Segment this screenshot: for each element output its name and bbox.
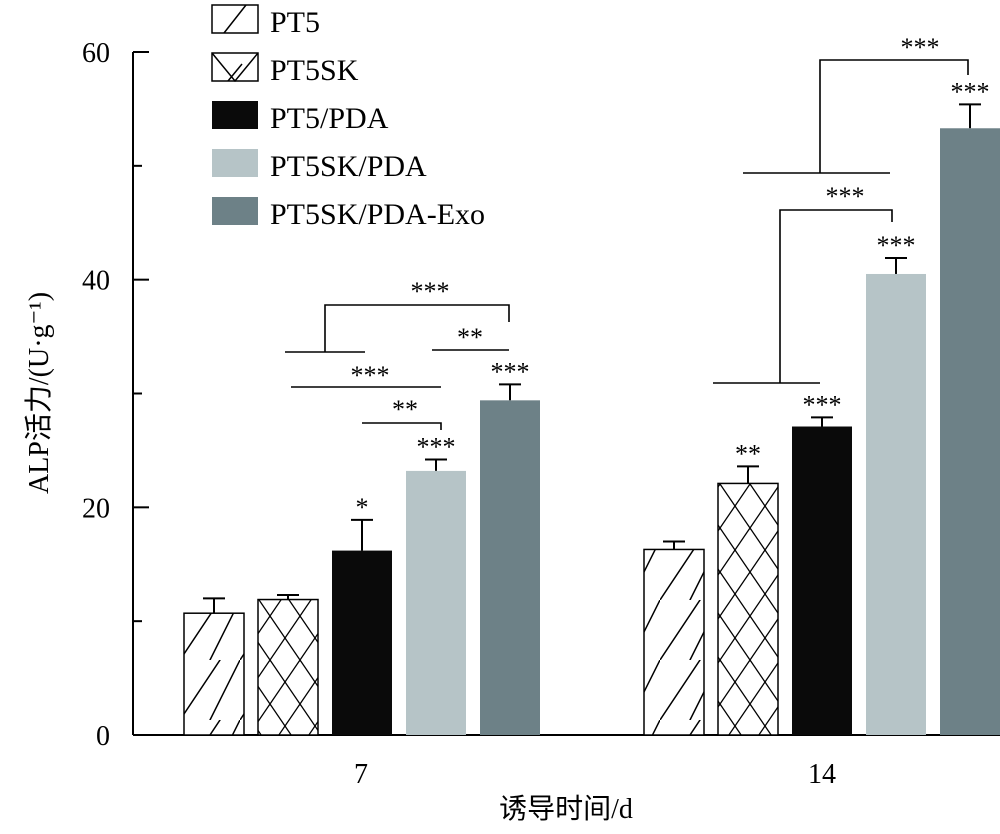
comparison-bracket [743, 59, 969, 174]
significance-label: *** [417, 433, 456, 462]
legend-hatch [223, 4, 247, 34]
significance-label: *** [803, 390, 842, 419]
legend-hatch [227, 63, 243, 82]
x-tick-label: 7 [354, 759, 368, 790]
comparison-label: *** [411, 277, 450, 306]
significance-label: *** [877, 231, 916, 260]
comparison-bracket [713, 209, 893, 384]
x-axis-label: 诱导时间/d [499, 793, 633, 825]
comparison-label: *** [351, 361, 390, 390]
y-axis-label: ALP活力/(U·g⁻¹) [23, 292, 55, 494]
comparison-label: *** [826, 182, 865, 211]
y-tick-label: 60 [82, 38, 110, 69]
significance-annotations: **************** [285, 33, 969, 430]
comparison-label: ** [392, 395, 418, 424]
bar-pt5-pda [332, 550, 392, 735]
legend: PT5 PT5SK PT5/PDA PT5SK/PDA PT5SK/PDA-Exo [211, 4, 485, 231]
bar-pt5 [183, 612, 245, 736]
bar-pt5sk [257, 598, 319, 736]
legend-hatch [211, 52, 259, 83]
comparison-label: *** [901, 33, 940, 62]
legend-label: PT5/PDA [270, 102, 389, 135]
legend-label: PT5SK/PDA [270, 150, 427, 183]
bar-pt5sk [717, 482, 779, 736]
legend-swatch [212, 149, 258, 177]
comparison-bracket [362, 422, 442, 430]
y-tick-label: 20 [82, 493, 110, 524]
legend-label: PT5SK/PDA-Exo [270, 198, 485, 231]
legend-label: PT5SK [270, 54, 359, 87]
y-tick-label: 0 [96, 721, 110, 752]
y-tick-label: 40 [82, 266, 110, 297]
significance-label: ** [735, 439, 761, 468]
legend-swatch [211, 52, 259, 82]
comparison-label: ** [457, 323, 483, 352]
bar-pt5sk-pda-exo [940, 128, 1000, 736]
x-tick-label: 14 [808, 759, 836, 790]
bar-pt5 [643, 548, 705, 736]
legend-label: PT5 [270, 6, 320, 39]
bars: ****************** [183, 77, 1000, 736]
significance-label: *** [491, 357, 530, 386]
bar-pt5sk-pda-exo [480, 400, 540, 735]
significance-label: *** [951, 77, 990, 106]
comparison-bracket [285, 304, 510, 353]
legend-swatch [212, 197, 258, 225]
legend-swatch [212, 101, 258, 129]
bar-pt5sk-pda [866, 273, 926, 735]
significance-label: * [356, 493, 369, 522]
bar-pt5-pda [792, 426, 852, 735]
bar-pt5sk-pda [406, 470, 466, 735]
